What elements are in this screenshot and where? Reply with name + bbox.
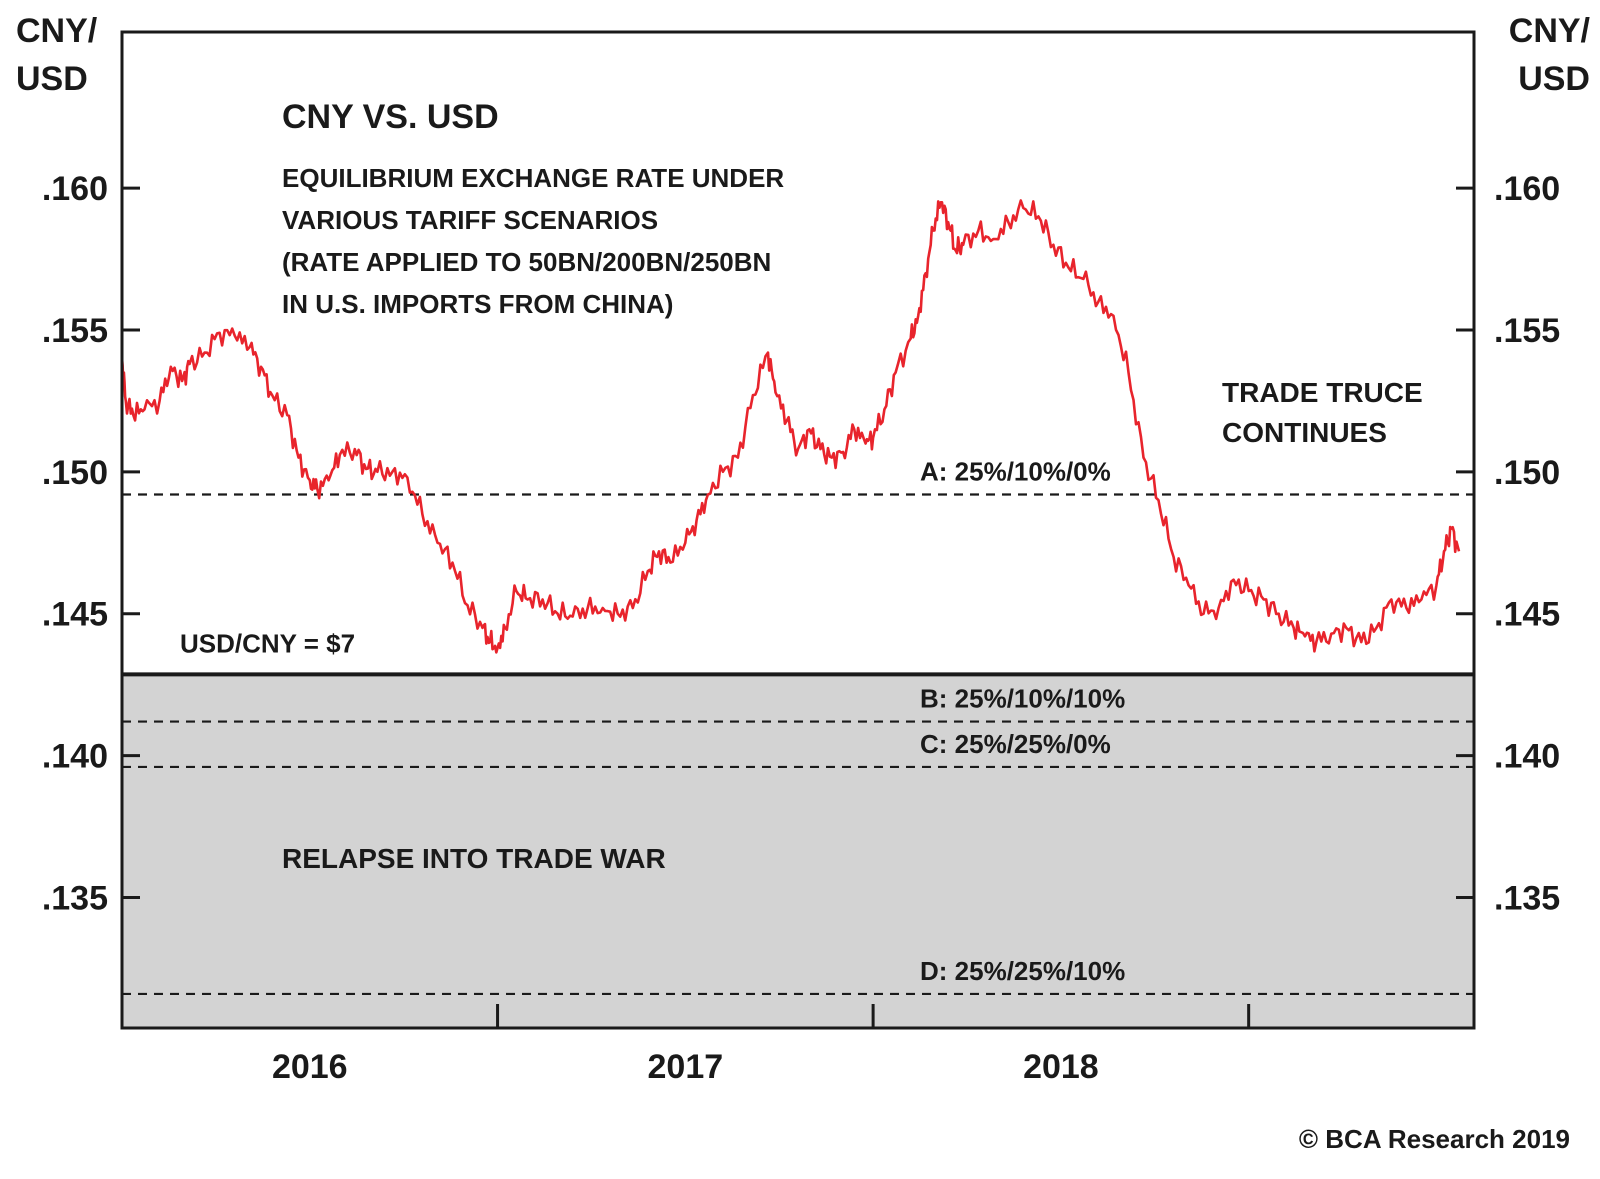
trade-war-zone: [122, 674, 1474, 1028]
shaded-zone-layer: [122, 674, 1474, 1028]
chart-subtitle-line: (RATE APPLIED TO 50BN/200BN/250BN: [282, 247, 771, 277]
reference-lines-layer: [122, 493, 1474, 996]
ylabel-right: CNY/: [1509, 12, 1591, 50]
reference-line-label: D: 25%/25%/10%: [920, 956, 1125, 986]
x-tick-label: 2018: [1023, 1048, 1099, 1086]
trade-truce-annotation: TRADE TRUCE: [1222, 377, 1423, 408]
x-tick-label: 2017: [648, 1048, 724, 1086]
ylabel-left: USD: [16, 60, 88, 98]
tick-layer: [122, 186, 1474, 1028]
reference-line-label: C: 25%/25%/0%: [920, 729, 1111, 759]
y-tick-label-left: .155: [42, 312, 108, 350]
y-tick-label-left: .150: [42, 454, 108, 492]
y-tick-label-left: .135: [42, 879, 108, 917]
text-layer: A: 25%/10%/0% USD/CNY = $7 B: 25%/10%/10% C…: [16, 12, 1591, 1154]
chart-subtitle-line: EQUILIBRIUM EXCHANGE RATE UNDER: [282, 163, 784, 193]
chart-subtitle-line: IN U.S. IMPORTS FROM CHINA): [282, 289, 673, 319]
source-credit: © BCA Research 2019: [1299, 1124, 1570, 1154]
y-tick-label-right: .140: [1494, 738, 1560, 776]
reference-line-label: USD/CNY = $7: [180, 628, 355, 658]
ylabel-right: USD: [1518, 60, 1590, 98]
y-tick-label-right: .150: [1494, 454, 1560, 492]
y-tick-label-left: .140: [42, 738, 108, 776]
y-tick-label-left: .160: [42, 170, 108, 208]
y-tick-label-right: .135: [1494, 879, 1560, 917]
y-tick-label-right: .145: [1494, 596, 1560, 634]
y-tick-label-right: .160: [1494, 170, 1560, 208]
plot-frame: [120, 30, 1476, 1030]
reference-line-label: A: 25%/10%/0%: [920, 457, 1111, 487]
cny-usd-series-line: [120, 199, 1461, 654]
series-layer: [120, 199, 1461, 654]
x-tick-label: 2016: [272, 1048, 348, 1086]
chart-title: CNY VS. USD: [282, 98, 499, 136]
y-tick-label-left: .145: [42, 596, 108, 634]
trade-truce-annotation: CONTINUES: [1222, 417, 1387, 448]
chart-subtitle-line: VARIOUS TARIFF SCENARIOS: [282, 205, 658, 235]
ylabel-left: CNY/: [16, 12, 98, 50]
trade-war-zone-label: RELAPSE INTO TRADE WAR: [282, 843, 666, 874]
y-tick-label-right: .155: [1494, 312, 1560, 350]
reference-line-label: B: 25%/10%/10%: [920, 684, 1125, 714]
